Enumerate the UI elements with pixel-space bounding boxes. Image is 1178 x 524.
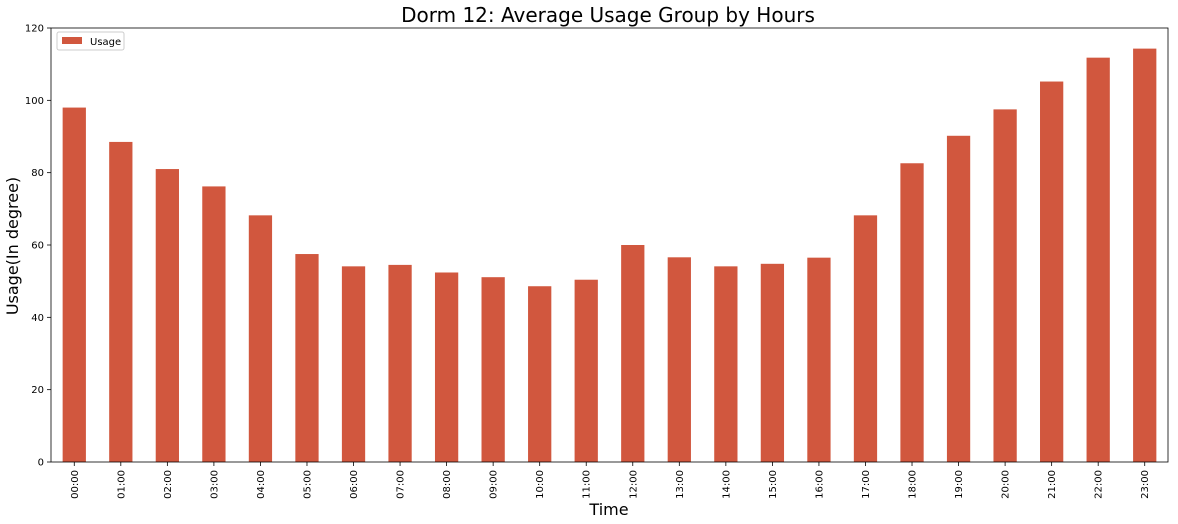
x-tick-label: 23:00 bbox=[1140, 470, 1151, 499]
ticks-layer: 0 20 40 60 80 100 120 00:00 01:00 02:00 03:00 04:00… bbox=[25, 24, 1151, 499]
x-tick-label: 09:00 bbox=[489, 470, 500, 499]
x-tick-label: 16:00 bbox=[814, 470, 825, 499]
x-tick-label: 12:00 bbox=[628, 470, 639, 499]
x-tick-label: 14:00 bbox=[721, 470, 732, 499]
x-tick-label: 11:00 bbox=[582, 470, 593, 499]
x-tick-label: 00:00 bbox=[70, 470, 81, 499]
bar-0100 bbox=[109, 141, 133, 463]
bar-2000 bbox=[993, 109, 1017, 463]
legend: Usage bbox=[56, 31, 125, 51]
bar-0300 bbox=[202, 186, 226, 462]
y-tick-label: 60 bbox=[31, 241, 44, 252]
bars-layer bbox=[62, 48, 1157, 463]
bar-0400 bbox=[248, 215, 273, 462]
bar-1200 bbox=[621, 245, 645, 462]
x-tick-label: 05:00 bbox=[302, 470, 313, 499]
x-tick-label: 08:00 bbox=[442, 470, 453, 499]
chart-title: Dorm 12: Average Usage Group by Hours bbox=[401, 3, 815, 27]
bar-1100 bbox=[574, 279, 598, 462]
x-tick-label: 02:00 bbox=[163, 470, 174, 499]
x-tick-label: 10:00 bbox=[535, 470, 546, 499]
x-tick-label: 06:00 bbox=[349, 470, 360, 499]
y-tick-label: 100 bbox=[25, 96, 44, 107]
y-axis-title: Usage(In degree) bbox=[3, 177, 22, 315]
x-tick-label: 20:00 bbox=[1001, 470, 1012, 499]
bar-1400 bbox=[714, 266, 738, 462]
legend-frame bbox=[56, 31, 125, 51]
y-tick-label: 80 bbox=[31, 168, 44, 179]
bar-1500 bbox=[760, 263, 785, 462]
bar-1600 bbox=[807, 257, 831, 462]
y-tick-label: 120 bbox=[25, 24, 44, 35]
y-tick-label: 0 bbox=[38, 458, 44, 469]
bar-1000 bbox=[528, 286, 552, 462]
x-tick-label: 22:00 bbox=[1094, 470, 1105, 499]
y-tick-label: 40 bbox=[31, 313, 44, 324]
legend-label: Usage bbox=[90, 37, 121, 48]
bar-0900 bbox=[481, 277, 505, 462]
y-tick-label: 20 bbox=[31, 385, 44, 396]
bar-1900 bbox=[946, 135, 971, 462]
bar-2100 bbox=[1040, 81, 1064, 462]
bar-0200 bbox=[155, 169, 179, 463]
x-tick-label: 13:00 bbox=[675, 470, 686, 499]
bar-1700 bbox=[853, 215, 878, 462]
x-tick-label: 07:00 bbox=[396, 470, 407, 499]
x-tick-label: 19:00 bbox=[954, 470, 965, 499]
bar-2300 bbox=[1133, 48, 1157, 463]
x-axis-title: Time bbox=[588, 500, 628, 519]
x-tick-label: 21:00 bbox=[1047, 470, 1058, 499]
bar-2200 bbox=[1086, 57, 1110, 462]
bar-0600 bbox=[341, 266, 366, 462]
x-tick-label: 17:00 bbox=[861, 470, 872, 499]
bar-0800 bbox=[434, 272, 459, 462]
bar-1800 bbox=[900, 163, 924, 462]
bar-0000 bbox=[62, 107, 86, 462]
legend-swatch bbox=[62, 37, 82, 44]
x-tick-label: 01:00 bbox=[116, 470, 127, 499]
bar-0500 bbox=[295, 254, 319, 462]
bar-0700 bbox=[388, 264, 412, 462]
x-tick-label: 18:00 bbox=[908, 470, 919, 499]
x-tick-label: 03:00 bbox=[209, 470, 220, 499]
bar-1300 bbox=[667, 257, 691, 462]
x-tick-label: 04:00 bbox=[256, 470, 267, 499]
x-tick-label: 15:00 bbox=[768, 470, 779, 499]
